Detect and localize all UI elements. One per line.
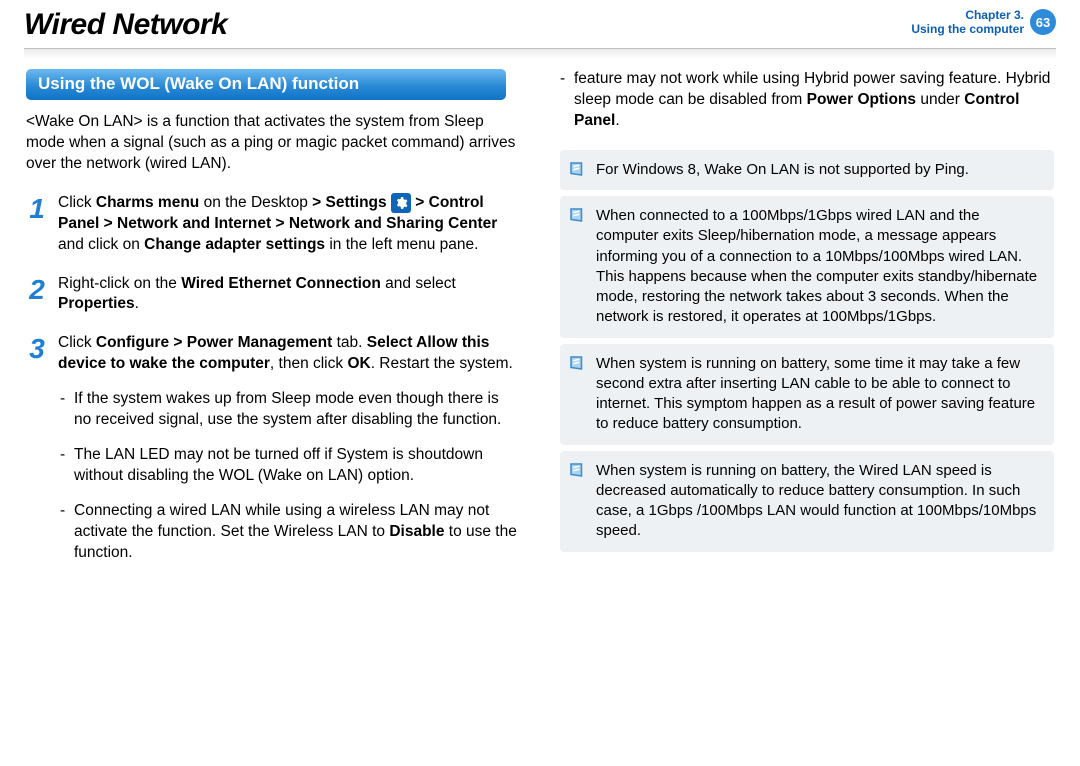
chapter-line2: Using the computer	[911, 22, 1024, 36]
step-body: Click Charms menu on the Desktop > Setti…	[58, 193, 520, 256]
step: 3 Click Configure > Power Management tab…	[26, 333, 520, 577]
page-header: Wired Network Chapter 3. Using the compu…	[0, 0, 1080, 42]
note-icon	[568, 461, 586, 479]
note-icon	[568, 206, 586, 224]
note-box: When system is running on battery, some …	[560, 344, 1054, 445]
left-column: Using the WOL (Wake On LAN) function <Wa…	[26, 69, 520, 578]
note-icon	[568, 354, 586, 372]
content-columns: Using the WOL (Wake On LAN) function <Wa…	[0, 49, 1080, 578]
step-body: Click Configure > Power Management tab. …	[58, 333, 520, 577]
note-text: When system is running on battery, some …	[596, 355, 1035, 433]
section-intro: <Wake On LAN> is a function that activat…	[26, 112, 520, 175]
sub-bullet: If the system wakes up from Sleep mode e…	[60, 389, 520, 431]
sub-bullet: The LAN LED may not be turned off if Sys…	[60, 445, 520, 487]
step-number: 3	[26, 333, 48, 577]
note-box: When connected to a 100Mbps/1Gbps wired …	[560, 196, 1054, 338]
page-title: Wired Network	[24, 8, 227, 42]
right-column: feature may not work while using Hybrid …	[560, 69, 1054, 578]
note-box: When system is running on battery, the W…	[560, 451, 1054, 552]
note-box: For Windows 8, Wake On LAN is not suppor…	[560, 150, 1054, 190]
section-heading: Using the WOL (Wake On LAN) function	[26, 69, 506, 100]
step-number: 2	[26, 274, 48, 316]
step: 2 Right-click on the Wired Ethernet Conn…	[26, 274, 520, 316]
step3-sub-bullets: If the system wakes up from Sleep mode e…	[58, 389, 520, 563]
settings-gear-icon	[391, 193, 411, 213]
step-body: Right-click on the Wired Ethernet Connec…	[58, 274, 520, 316]
note-text: For Windows 8, Wake On LAN is not suppor…	[596, 161, 969, 178]
step3-text: Click Configure > Power Management tab. …	[58, 334, 513, 372]
sub-bullet: Connecting a wired LAN while using a wir…	[60, 501, 520, 564]
note-text: When connected to a 100Mbps/1Gbps wired …	[596, 207, 1037, 325]
chapter-text: Chapter 3. Using the computer	[911, 8, 1024, 37]
note-text: When system is running on battery, the W…	[596, 462, 1036, 540]
chapter-line1: Chapter 3.	[911, 8, 1024, 22]
step: 1 Click Charms menu on the Desktop > Set…	[26, 193, 520, 256]
chapter-block: Chapter 3. Using the computer 63	[911, 8, 1056, 37]
header-divider	[24, 48, 1056, 49]
right-top-bullet: feature may not work while using Hybrid …	[560, 69, 1054, 132]
step-number: 1	[26, 193, 48, 256]
page-number-badge: 63	[1030, 9, 1056, 35]
note-icon	[568, 160, 586, 178]
